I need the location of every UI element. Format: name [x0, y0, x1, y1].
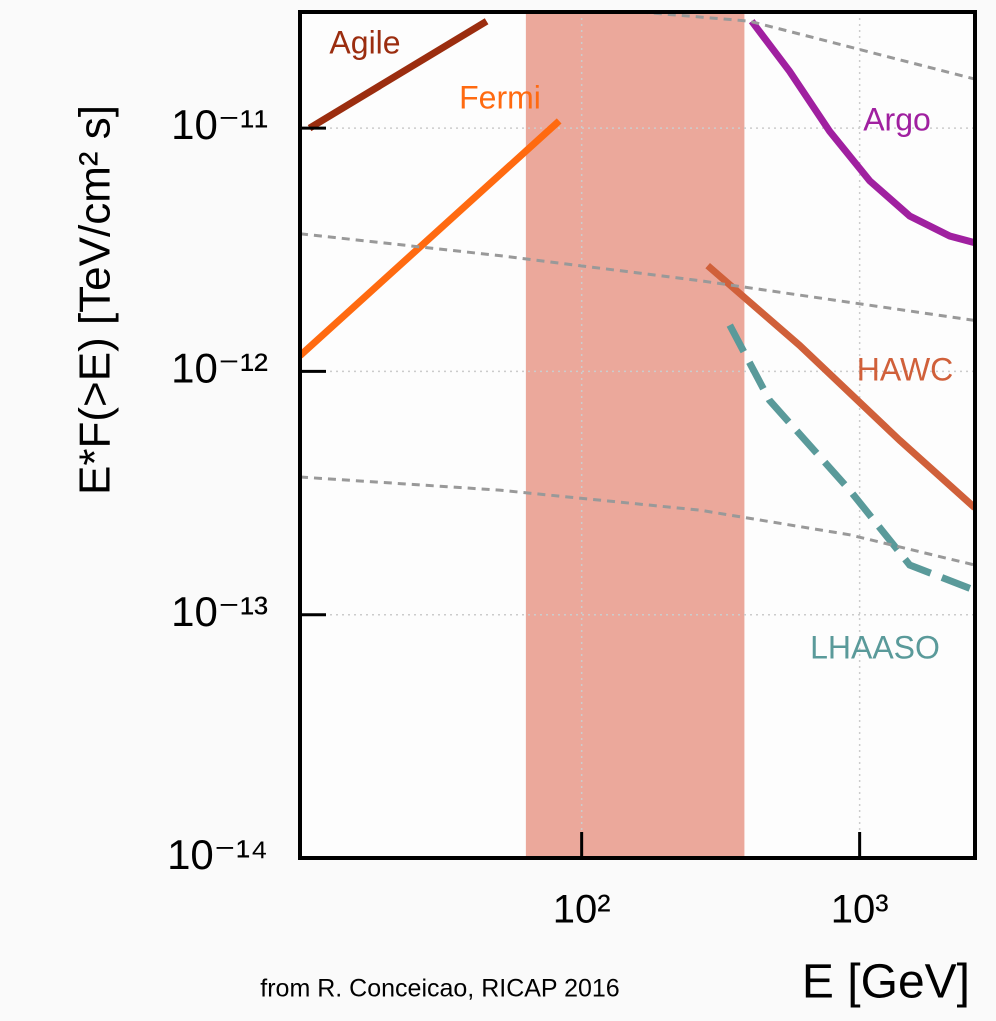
source-note: from R. Conceicao, RICAP 2016: [260, 975, 619, 1003]
series-line: [705, 263, 975, 511]
series-line: [726, 323, 975, 594]
series-label: Argo: [863, 101, 931, 137]
series-label: Fermi: [459, 79, 541, 115]
series-label: LHAASO: [810, 629, 940, 665]
series-line: [748, 19, 975, 247]
x-tick-label: 10³: [831, 888, 889, 932]
series-label: HAWC: [857, 351, 954, 387]
x-tick-label: 10²: [553, 888, 611, 932]
series-line: [300, 232, 975, 322]
axis-frame: [298, 10, 977, 860]
y-tick-label: 10⁻¹¹: [171, 101, 268, 148]
series-label: Agile: [329, 24, 400, 60]
series-line: [300, 475, 975, 567]
series-line: [307, 18, 489, 132]
y-tick-label: 10⁻¹²: [171, 344, 268, 391]
highlight-band: [525, 12, 745, 858]
series-line: [300, 118, 562, 359]
x-axis-title: E [GeV]: [802, 956, 970, 1009]
y-tick-label: 10⁻¹⁴: [167, 831, 268, 878]
y-tick-label: 10⁻¹³: [171, 588, 268, 635]
y-axis-title: E*F(>E) [TeV/cm² s]: [71, 105, 120, 495]
